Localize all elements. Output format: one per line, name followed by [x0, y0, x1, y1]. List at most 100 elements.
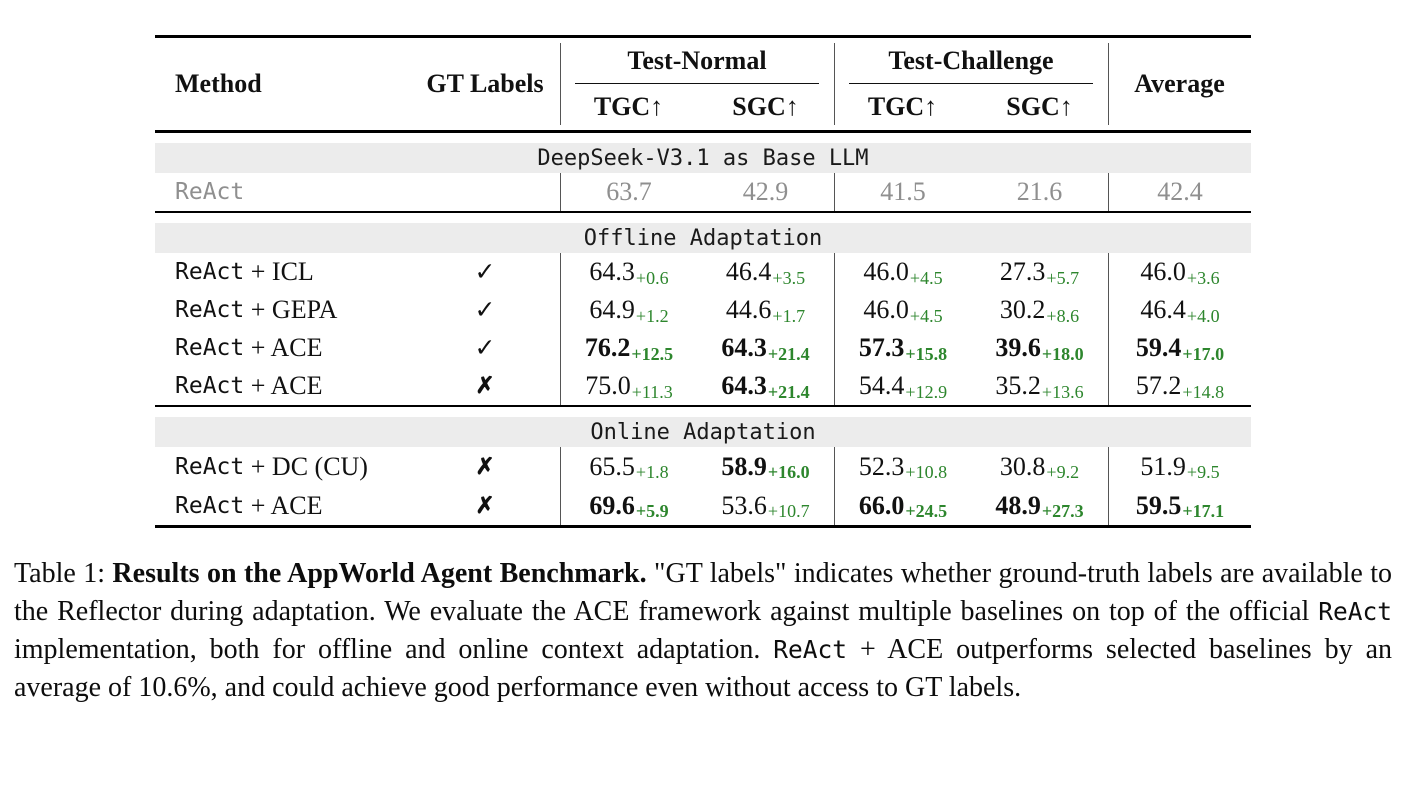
score-delta: +17.0: [1182, 343, 1225, 364]
cross-icon: ✗: [475, 453, 495, 479]
caption-text: Table 1:: [14, 558, 113, 589]
score-value: 42.4: [1157, 177, 1203, 206]
score-delta: +12.9: [905, 381, 948, 402]
score-delta: +3.6: [1186, 267, 1220, 288]
value-cell: 46.0 +4.5: [834, 253, 971, 291]
value-cell: 57.2 +14.8: [1108, 367, 1251, 405]
table-header: Method GT Labels Test-Normal Test-Challe…: [155, 35, 1251, 133]
score-value: 27.3: [999, 257, 1046, 286]
table-section: DeepSeek-V3.1 as Base LLM ReAct 63.7 42.9 41…: [155, 143, 1251, 213]
caption-code-text: ReAct: [773, 635, 848, 664]
score-value: 65.5: [589, 451, 635, 481]
method-cell: ReAct + GEPA: [155, 291, 410, 329]
col-header-method: Method: [175, 69, 262, 98]
caption-text: + ACE outperforms selected baselines by …: [14, 634, 1392, 703]
score-delta: +17.1: [1182, 501, 1225, 521]
score-value: 63.7: [606, 177, 652, 206]
score-value: 46.0: [863, 295, 909, 324]
score-delta: +9.5: [1186, 462, 1220, 482]
value-cell: 65.5 +1.8: [560, 447, 697, 486]
value-cell: 48.9 +27.3: [971, 486, 1108, 525]
method-cell: ReAct + ACE: [155, 486, 410, 525]
section-band: Offline Adaptation: [155, 223, 1251, 253]
score-value: 46.4: [1140, 295, 1186, 324]
method-cell: ReAct: [155, 173, 410, 211]
score-delta: +18.0: [1041, 343, 1084, 364]
caption: Table 1: Results on the AppWorld Agent B…: [14, 555, 1392, 707]
table-row: ReAct + ACE ✗ 69.6 +5.9 53.6 +10.7 66.0 +24.5 48…: [155, 486, 1251, 525]
score-delta: +10.7: [767, 501, 810, 521]
value-cell: 44.6 +1.7: [697, 291, 834, 329]
score-value: 76.2: [584, 333, 631, 362]
score-delta: +4.5: [909, 267, 943, 288]
value-cell: 64.9 +1.2: [560, 291, 697, 329]
value-cell: 75.0 +11.3: [560, 367, 697, 405]
score-value: 30.8: [999, 451, 1046, 481]
score-value: 59.4: [1135, 333, 1182, 362]
value-cell: 59.5 +17.1: [1108, 486, 1251, 525]
caption-text: "GT labels" indicates whether ground-tru…: [14, 558, 1392, 627]
score-value: 57.3: [858, 333, 905, 362]
method-name-mono: ReAct: [175, 492, 245, 519]
value-cell: 21.6: [971, 173, 1108, 211]
method-name-mono: ReAct: [175, 259, 245, 285]
value-cell: 46.4 +4.0: [1108, 291, 1251, 329]
score-value: 59.5: [1135, 490, 1182, 520]
col-header-gt-labels: GT Labels: [426, 69, 544, 98]
value-cell: 57.3 +15.8: [834, 329, 971, 367]
score-value: 64.3: [589, 257, 635, 286]
value-cell: 66.0 +24.5: [834, 486, 971, 525]
results-table: Method GT Labels Test-Normal Test-Challe…: [155, 35, 1251, 528]
value-cell: 39.6 +18.0: [971, 329, 1108, 367]
table-section: Offline Adaptation ReAct + ICL ✓ 64.3 +0.6 46…: [155, 223, 1251, 407]
method-name-mono: ReAct: [175, 297, 245, 323]
table-sections: DeepSeek-V3.1 as Base LLM ReAct 63.7 42.9 41…: [155, 143, 1251, 525]
score-value: 42.9: [742, 177, 789, 206]
score-value: 54.4: [858, 371, 905, 400]
table-row: ReAct + ICL ✓ 64.3 +0.6 46.4 +3.5 46.0 +4.5 27.3…: [155, 253, 1251, 291]
score-delta: +24.5: [905, 501, 948, 521]
score-delta: +21.4: [767, 343, 810, 364]
gt-labels-cell: ✓: [410, 253, 560, 291]
table-row: ReAct 63.7 42.9 41.5 21.6 42.4: [155, 173, 1251, 211]
value-cell: 53.6 +10.7: [697, 486, 834, 525]
method-name-suffix: + ACE: [244, 371, 323, 400]
value-cell: 46.4 +3.5: [697, 253, 834, 291]
method-cell: ReAct + DC (CU): [155, 447, 410, 486]
method-cell: ReAct + ICL: [155, 253, 410, 291]
gt-labels-cell: ✓: [410, 291, 560, 329]
score-delta: +1.7: [772, 305, 806, 326]
gt-labels-cell: ✗: [410, 447, 560, 486]
score-value: 64.3: [721, 333, 767, 362]
score-value: 64.9: [589, 295, 635, 324]
method-name-suffix: + ACE: [244, 490, 323, 520]
score-value: 21.6: [1016, 177, 1063, 206]
value-cell: 64.3 +21.4: [697, 367, 834, 405]
score-value: 46.4: [725, 257, 772, 286]
table-row: ReAct + GEPA ✓ 64.9 +1.2 44.6 +1.7 46.0 +4.5 30.…: [155, 291, 1251, 329]
cross-icon: ✗: [475, 492, 495, 518]
score-value: 30.2: [999, 295, 1046, 324]
score-delta: +5.9: [635, 501, 669, 521]
score-value: 75.0: [585, 371, 631, 400]
score-value: 52.3: [858, 451, 905, 481]
col-header-average: Average: [1134, 69, 1225, 98]
method-cell: ReAct + ACE: [155, 329, 410, 367]
score-delta: +27.3: [1041, 501, 1084, 521]
col-header-tgc-normal: TGC↑: [593, 92, 664, 121]
section-band: Online Adaptation: [155, 417, 1251, 447]
method-name-mono: ReAct: [175, 335, 245, 361]
value-cell: 64.3 +0.6: [560, 253, 697, 291]
col-group-test-challenge: Test-Challenge: [834, 38, 1108, 84]
method-cell: ReAct + ACE: [155, 367, 410, 405]
value-cell: 59.4 +17.0: [1108, 329, 1251, 367]
caption-text: implementation, both for offline and onl…: [14, 634, 774, 665]
value-cell: 54.4 +12.9: [834, 367, 971, 405]
gt-labels-cell: ✓: [410, 329, 560, 367]
value-cell: 30.2 +8.6: [971, 291, 1108, 329]
value-cell: 46.0 +3.6: [1108, 253, 1251, 291]
col-header-tgc-challenge: TGC↑: [867, 92, 938, 121]
score-value: 48.9: [995, 490, 1041, 520]
table-row: ReAct + ACE ✓ 76.2 +12.5 64.3 +21.4 57.3 +15.8 3…: [155, 329, 1251, 367]
value-cell: 63.7: [560, 173, 697, 211]
